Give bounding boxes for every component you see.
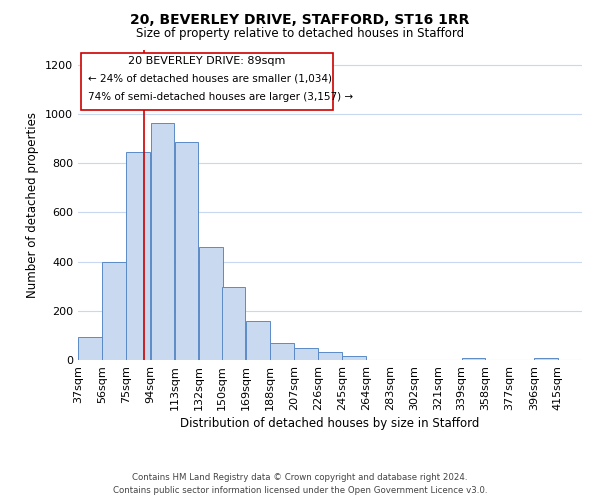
Bar [127,152,150,360]
Text: 74% of semi-detached houses are larger (3,157) →: 74% of semi-detached houses are larger (… [88,92,353,102]
Text: Size of property relative to detached houses in Stafford: Size of property relative to detached ho… [136,28,464,40]
Bar [78,336,102,360]
Bar [151,122,174,360]
Bar [175,142,199,360]
Bar [103,262,126,360]
FancyBboxPatch shape [80,53,332,110]
Bar [199,247,223,360]
Bar [318,352,342,360]
Bar [221,288,245,360]
Bar [270,343,293,360]
Text: ← 24% of detached houses are smaller (1,034): ← 24% of detached houses are smaller (1,… [88,73,332,83]
Text: Contains HM Land Registry data © Crown copyright and database right 2024.
Contai: Contains HM Land Registry data © Crown c… [113,473,487,495]
Bar [246,320,269,360]
Text: 20, BEVERLEY DRIVE, STAFFORD, ST16 1RR: 20, BEVERLEY DRIVE, STAFFORD, ST16 1RR [130,12,470,26]
Bar [534,358,557,360]
Text: 20 BEVERLEY DRIVE: 89sqm: 20 BEVERLEY DRIVE: 89sqm [128,56,285,66]
Bar [294,348,318,360]
X-axis label: Distribution of detached houses by size in Stafford: Distribution of detached houses by size … [181,417,479,430]
Bar [342,356,366,360]
Y-axis label: Number of detached properties: Number of detached properties [26,112,40,298]
Bar [461,358,485,360]
